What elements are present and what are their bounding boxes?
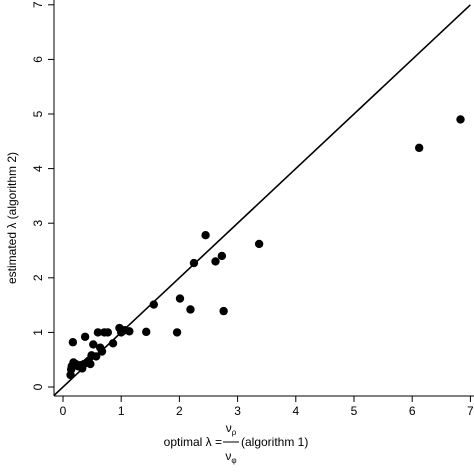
x-tick-label-0: 0 (60, 404, 67, 418)
points-group (66, 115, 465, 380)
data-point-21 (103, 328, 113, 337)
x-tick-label-4: 4 (292, 404, 299, 418)
data-point-15 (89, 340, 98, 349)
y-tick-label-6: 6 (31, 56, 45, 63)
x-tick-label-2: 2 (176, 404, 183, 418)
x-tick-label-7: 7 (467, 404, 474, 418)
data-point-32 (189, 258, 199, 268)
y-tick-label-1: 1 (31, 329, 45, 336)
y-axis-title: estimated λ (algorithm 2) (5, 152, 19, 284)
data-point-34 (211, 257, 220, 266)
x-axis-title-prefix: optimal λ = (164, 435, 222, 449)
data-point-13 (86, 359, 95, 369)
data-point-16 (91, 352, 101, 361)
y-axis-ticks: 0 1 2 3 4 5 6 7 (31, 1, 54, 390)
data-point-4 (68, 338, 78, 347)
data-point-30 (175, 294, 185, 303)
y-tick-label-3: 3 (31, 220, 45, 227)
data-point-31 (186, 305, 195, 314)
x-axis-title-denominator: νφ (225, 449, 236, 465)
x-axis-title-numerator: νρ (226, 421, 237, 437)
data-point-10 (80, 332, 90, 341)
x-tick-label-1: 1 (118, 404, 125, 418)
data-point-36 (219, 306, 228, 316)
x-axis-ticks: 0 1 2 3 4 5 6 7 (60, 396, 474, 418)
data-point-38 (414, 143, 424, 153)
data-point-22 (108, 339, 118, 348)
x-tick-label-3: 3 (234, 404, 241, 418)
data-point-28 (149, 300, 158, 309)
y-tick-label-4: 4 (31, 165, 45, 172)
y-tick-label-7: 7 (31, 1, 45, 8)
data-point-17 (93, 328, 103, 337)
data-point-39 (456, 115, 465, 124)
x-tick-label-5: 5 (351, 404, 358, 418)
reference-line-group (53, 4, 471, 396)
identity-line (53, 4, 471, 396)
data-point-33 (201, 231, 210, 240)
data-point-19 (97, 347, 107, 356)
plot-frame (53, 0, 474, 397)
data-point-29 (172, 328, 182, 337)
x-axis-title: optimal λ = νρ νφ (algorithm 1) (164, 421, 309, 465)
data-point-27 (142, 327, 151, 337)
x-tick-label-6: 6 (409, 404, 416, 418)
y-tick-label-0: 0 (31, 383, 45, 390)
data-point-35 (217, 251, 227, 261)
y-tick-label-5: 5 (31, 110, 45, 117)
data-point-26 (125, 327, 134, 336)
data-point-37 (254, 239, 264, 249)
x-axis-title-suffix: (algorithm 1) (241, 435, 308, 449)
y-tick-label-2: 2 (31, 274, 45, 281)
